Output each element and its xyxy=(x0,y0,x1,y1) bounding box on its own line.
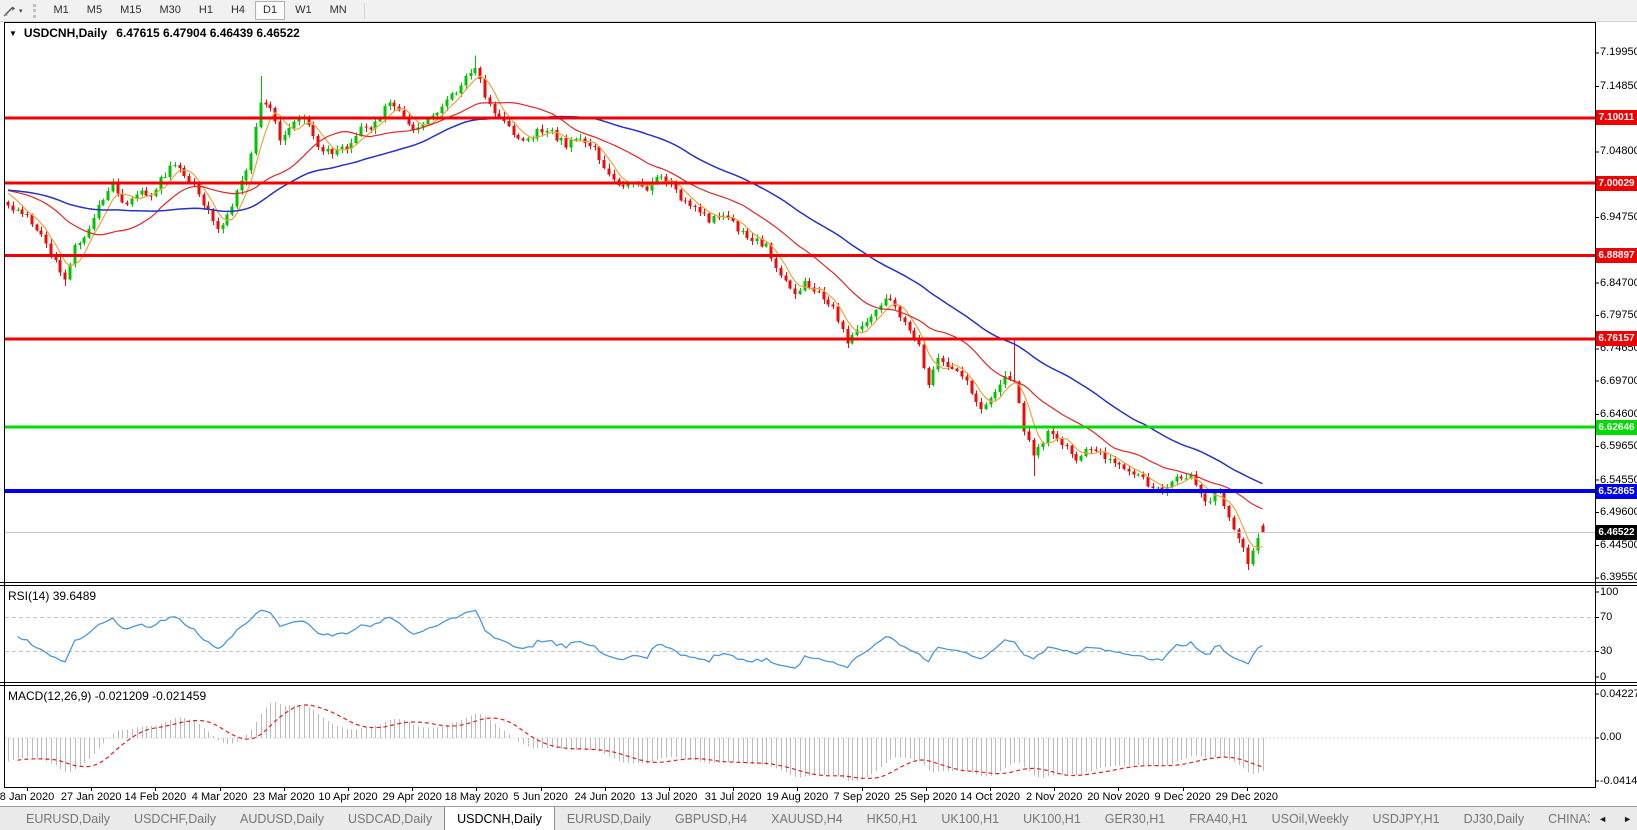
draw-tool-icon[interactable] xyxy=(1,3,19,19)
date-tick-label: 8 Jan 2020 xyxy=(0,791,55,803)
price-level-label: 6.62646 xyxy=(1596,419,1637,435)
price-level-label: 6.76157 xyxy=(1596,331,1637,347)
timeframe-button-m5[interactable]: M5 xyxy=(86,4,103,16)
tab-audusd-daily[interactable]: AUDUSD,Daily xyxy=(240,811,325,826)
price-tick-label: 7.04800 xyxy=(1600,145,1637,158)
tab-usdcnh-daily[interactable]: USDCNH,Daily xyxy=(444,807,555,830)
tab-dj30-daily[interactable]: DJ30,Daily xyxy=(1463,811,1525,826)
chart-ohlc-values: 6.47615 6.47904 6.46439 6.46522 xyxy=(116,26,300,40)
timeframe-button-m1[interactable]: M1 xyxy=(53,4,69,16)
price-tick-label: 6.39550 xyxy=(1600,571,1637,584)
date-tick-label: 9 Dec 2020 xyxy=(1154,791,1211,803)
chart-collapse-icon[interactable]: ▼ xyxy=(9,28,17,38)
chart-canvas[interactable] xyxy=(0,0,1637,807)
tab-usdchf-daily[interactable]: USDCHF,Daily xyxy=(134,811,216,826)
price-tick-label: 6.64600 xyxy=(1600,407,1637,420)
price-tick-label: 6.69700 xyxy=(1600,374,1637,387)
rsi-tick-label: 70 xyxy=(1600,611,1613,623)
price-tick-label: 6.59650 xyxy=(1600,440,1637,453)
tab-uk100-h1[interactable]: UK100,H1 xyxy=(1023,811,1081,826)
price-level-label: 7.00029 xyxy=(1596,175,1637,191)
date-tick-label: 24 Jun 2020 xyxy=(574,791,636,803)
tool-dropdown-icon[interactable]: ▾ xyxy=(19,7,23,15)
date-tick-label: 13 Jul 2020 xyxy=(640,791,698,803)
timeframe-button-h4[interactable]: H4 xyxy=(230,4,246,16)
timeframe-button-m30[interactable]: M30 xyxy=(159,4,181,16)
timeframe-button-h1[interactable]: H1 xyxy=(198,4,213,16)
price-level-label: 6.52865 xyxy=(1596,483,1637,499)
date-tick-label: 14 Feb 2020 xyxy=(124,791,187,803)
macd-panel-label: MACD(12,26,9) -0.021209 -0.021459 xyxy=(8,689,207,703)
date-tick-label: 19 Aug 2020 xyxy=(766,791,829,803)
date-tick-label: 5 Jun 2020 xyxy=(513,791,568,803)
price-tick-label: 7.19950 xyxy=(1600,46,1637,59)
tab-uk100-h1[interactable]: UK100,H1 xyxy=(941,811,1000,826)
date-tick-label: 4 Mar 2020 xyxy=(191,791,248,803)
price-tick-label: 6.44500 xyxy=(1600,539,1637,552)
current-price-label: 6.46522 xyxy=(1596,524,1637,540)
date-tick-label: 14 Oct 2020 xyxy=(960,791,1020,803)
date-tick-label: 23 Mar 2020 xyxy=(252,791,315,803)
tab-hk50-h1[interactable]: HK50,H1 xyxy=(866,811,918,826)
date-tick-label: 7 Sep 2020 xyxy=(833,791,890,803)
date-tick-label: 27 Jan 2020 xyxy=(60,791,122,803)
tab-usdjpy-h1[interactable]: USDJPY,H1 xyxy=(1372,811,1440,826)
date-tick-label: 20 Nov 2020 xyxy=(1087,791,1150,803)
tab-fra40-h1[interactable]: FRA40,H1 xyxy=(1189,811,1248,826)
price-tick-label: 6.49600 xyxy=(1600,505,1637,518)
timeframe-button-mn[interactable]: MN xyxy=(329,4,347,16)
timeframe-button-m15[interactable]: M15 xyxy=(120,4,142,16)
tab-usoil-weekly[interactable]: USOil,Weekly xyxy=(1271,811,1349,826)
date-tick-label: 29 Apr 2020 xyxy=(382,791,442,803)
price-level-label: 7.10011 xyxy=(1596,110,1637,126)
rsi-current-value: 39.6489 xyxy=(52,589,97,603)
date-tick-label: 18 May 2020 xyxy=(444,791,509,803)
date-tick-label: 29 Dec 2020 xyxy=(1215,791,1278,803)
rsi-tick-label: 0 xyxy=(1600,670,1607,683)
date-tick-label: 2 Nov 2020 xyxy=(1026,791,1083,803)
rsi-tick-label: 100 xyxy=(1600,585,1619,598)
timeframe-button-d1[interactable]: D1 xyxy=(255,1,286,20)
tab-scroll-left-icon[interactable]: ◄ xyxy=(1598,813,1608,824)
macd-tick-label: 0.00 xyxy=(1600,731,1622,744)
tab-eurusd-daily[interactable]: EURUSD,Daily xyxy=(566,811,651,826)
tab-eurusd-daily[interactable]: EURUSD,Daily xyxy=(26,811,111,826)
tab-gbpusd-h4[interactable]: GBPUSD,H4 xyxy=(674,811,748,826)
tab-usdcad-daily[interactable]: USDCAD,Daily xyxy=(348,811,433,826)
price-tick-label: 6.84700 xyxy=(1600,276,1637,289)
rsi-tick-label: 30 xyxy=(1600,645,1613,657)
tab-scroll-arrows: ◄ ► xyxy=(1590,807,1632,830)
tab-xauusd-h4[interactable]: XAUUSD,H4 xyxy=(771,811,843,826)
chart-title-row: ▼ USDCNH,Daily 6.47615 6.47904 6.46439 6… xyxy=(9,26,300,40)
chart-symbol-title: USDCNH,Daily xyxy=(23,26,108,40)
rsi-panel-label: RSI(14) 39.6489 xyxy=(8,589,97,603)
timeframe-button-w1[interactable]: W1 xyxy=(295,4,312,16)
tab-ger30-h1[interactable]: GER30,H1 xyxy=(1104,811,1166,826)
top-toolbar: ▾ M1 M5 M15 M30 H1 H4 D1 W1 MN xyxy=(0,0,1637,22)
price-level-label: 6.88897 xyxy=(1596,248,1637,264)
chart-tab-bar: EURUSD,Daily USDCHF,Daily AUDUSD,Daily USDC… xyxy=(0,806,1637,830)
tab-scroll-right-icon[interactable]: ► xyxy=(1623,813,1632,824)
price-tick-label: 6.54550 xyxy=(1600,473,1637,486)
macd-tick-label: 0.042275 xyxy=(1600,687,1637,700)
timeframe-buttons: M1 M5 M15 M30 H1 H4 D1 W1 MN xyxy=(45,1,356,20)
date-tick-label: 10 Apr 2020 xyxy=(318,791,378,803)
date-tick-label: 25 Sep 2020 xyxy=(894,791,957,803)
toolbar-grip xyxy=(32,3,36,18)
macd-current-values: -0.021209 -0.021459 xyxy=(94,689,207,703)
date-tick-label: 31 Jul 2020 xyxy=(704,791,762,803)
price-tick-label: 7.14850 xyxy=(1600,79,1637,92)
price-tick-label: 6.94750 xyxy=(1600,211,1637,224)
price-tick-label: 6.79750 xyxy=(1600,308,1637,321)
toolbar-separator xyxy=(363,2,365,19)
